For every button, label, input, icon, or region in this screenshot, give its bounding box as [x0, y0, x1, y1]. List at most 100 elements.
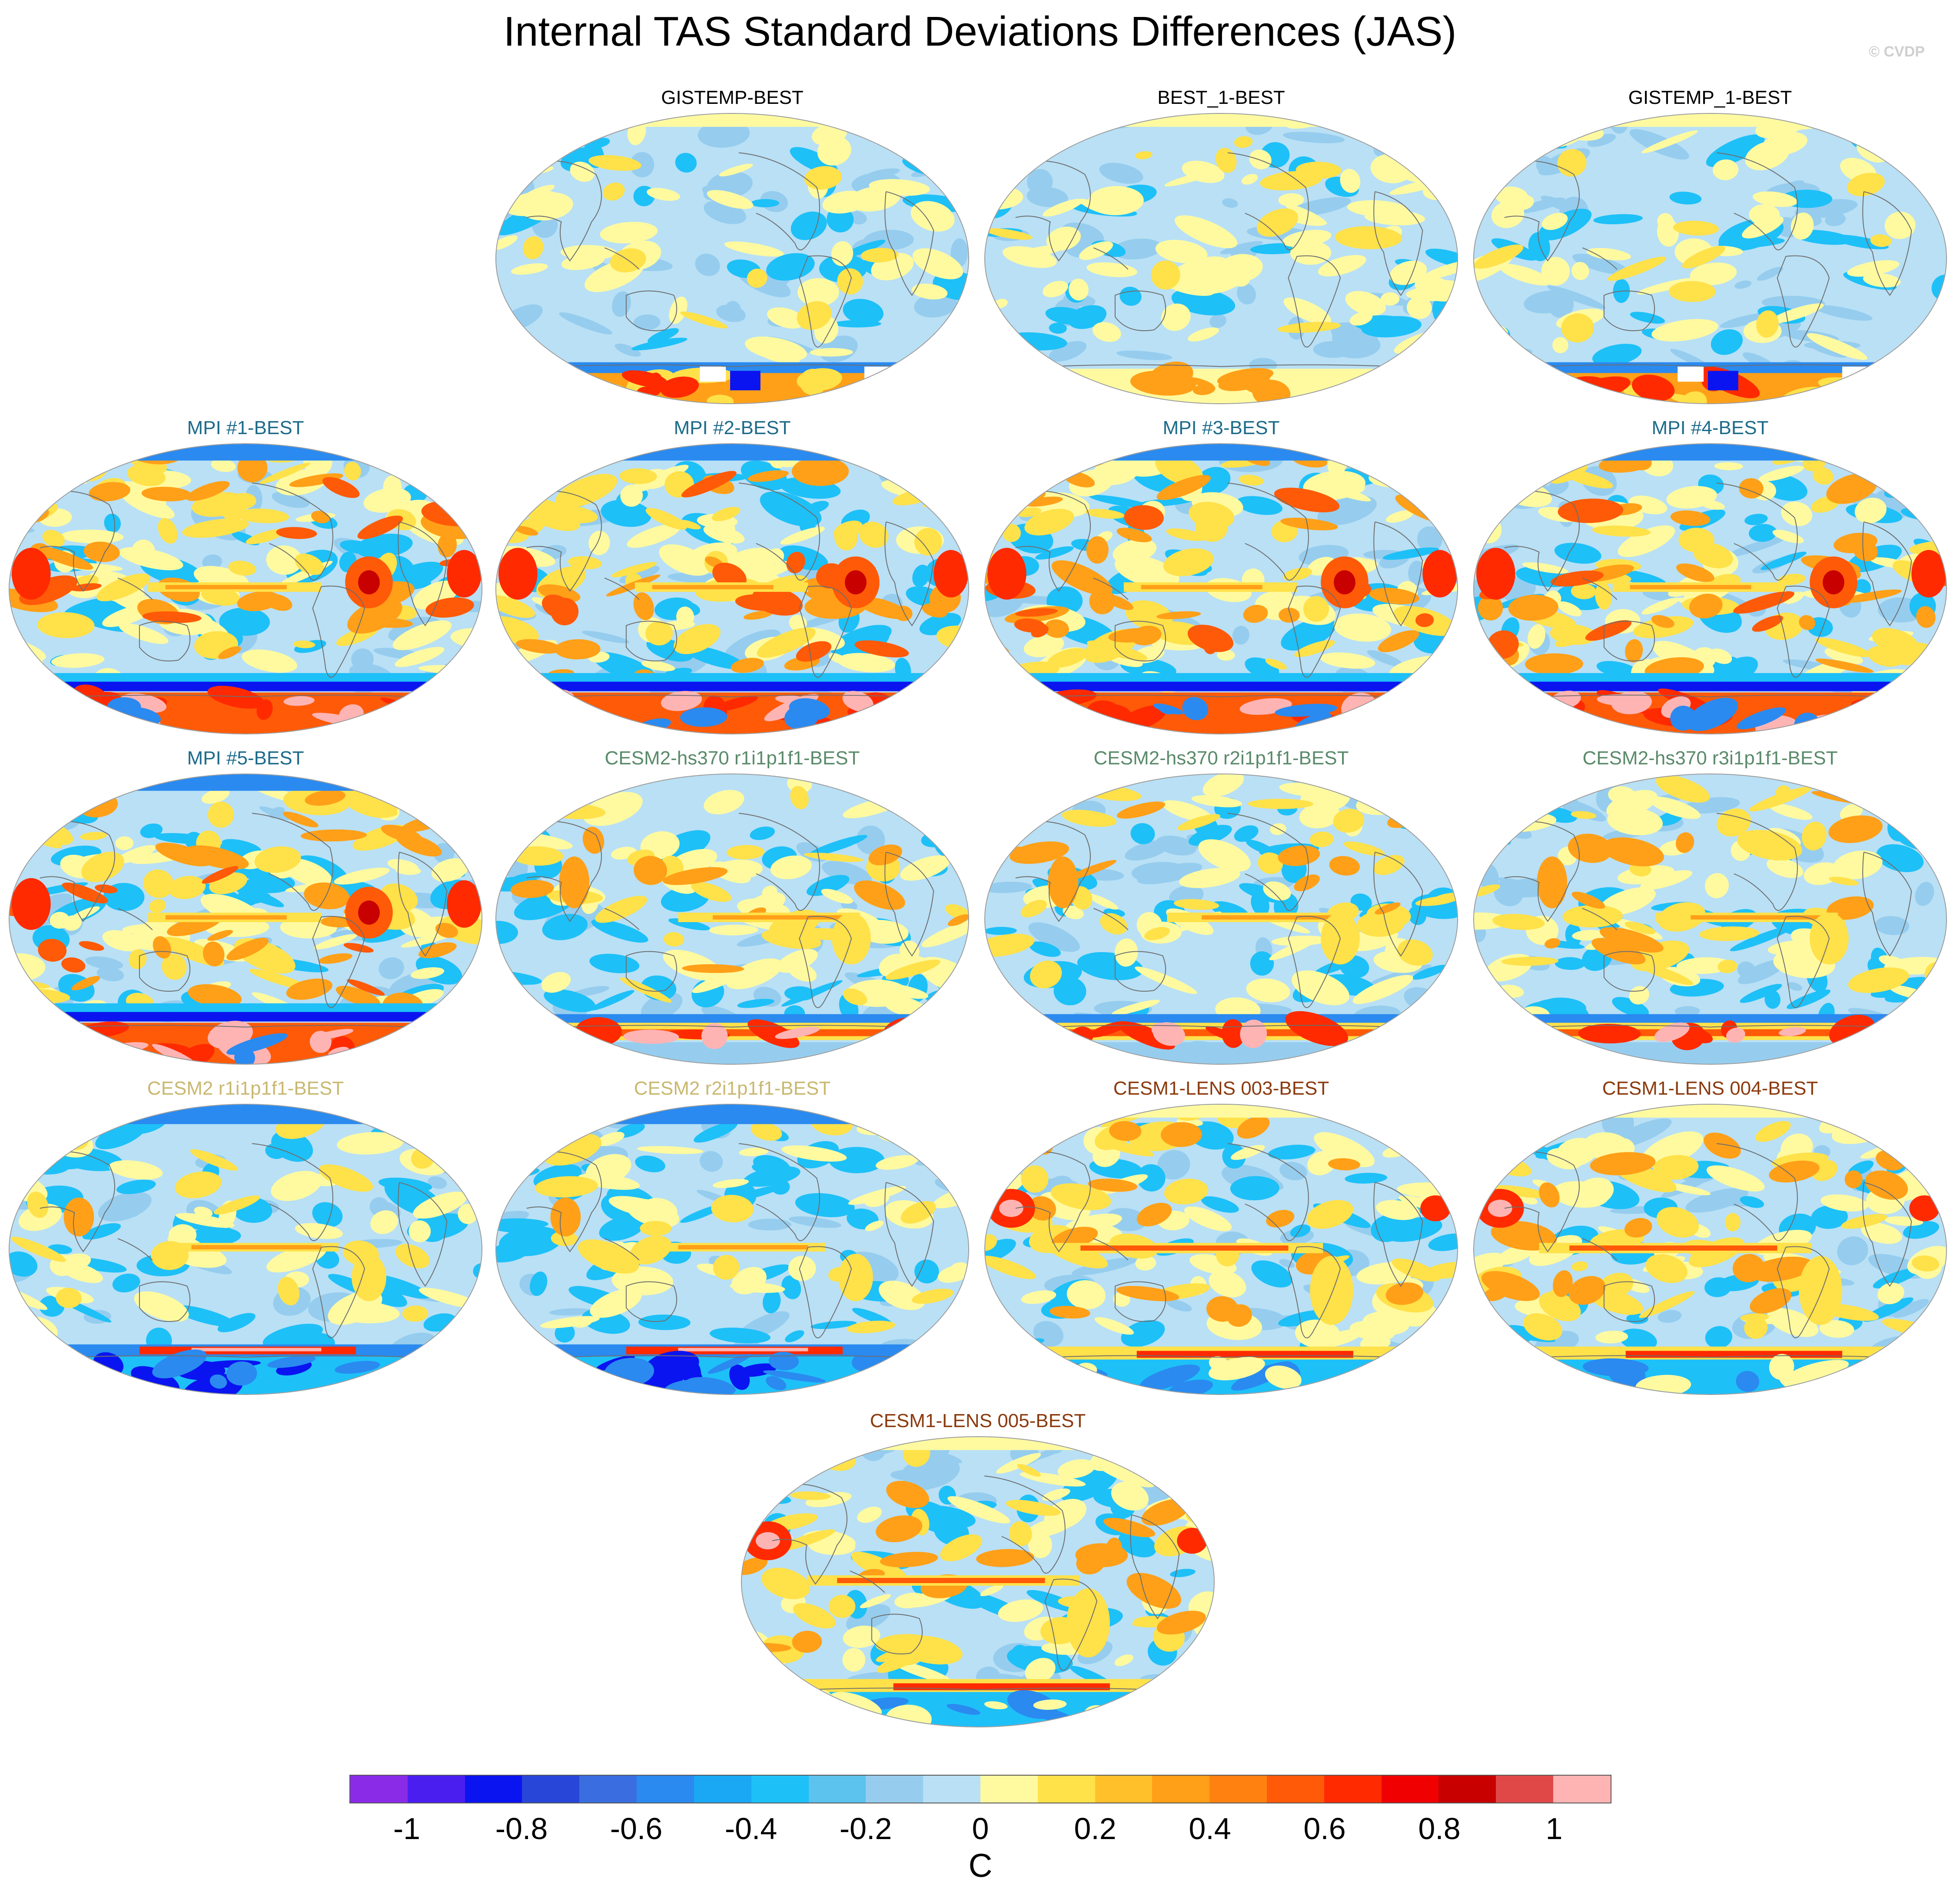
colorbar-box [350, 1776, 408, 1803]
robinson-map [9, 774, 482, 1065]
robinson-map [741, 1436, 1215, 1727]
map-panel: MPI #1-BEST [4, 417, 487, 739]
robinson-map [495, 1104, 969, 1395]
map-panel-title: MPI #2-BEST [674, 417, 791, 438]
map-panel-title: BEST_1-BEST [1157, 87, 1285, 108]
map-panel: CESM2 r1i1p1f1-BEST [4, 1078, 487, 1399]
map-field-svg [496, 774, 968, 1064]
colorbar-box [1324, 1776, 1382, 1803]
map-field-svg [1474, 114, 1946, 403]
map-panel: MPI #4-BEST [1469, 417, 1951, 739]
colorbar-box [579, 1776, 637, 1803]
map-panel: CESM1-LENS 005-BEST [737, 1410, 1219, 1732]
map-panel-title: MPI #1-BEST [187, 417, 304, 438]
map-panel: MPI #2-BEST [491, 417, 973, 739]
map-panel-title: MPI #5-BEST [187, 747, 304, 769]
colorbar-box [465, 1776, 522, 1803]
colorbar-box [1553, 1776, 1611, 1803]
colorbar-unit-label: C [968, 1847, 993, 1884]
map-field-svg [742, 1437, 1214, 1727]
map-field-svg [985, 444, 1457, 734]
colorbar-box [923, 1776, 980, 1803]
map-field-svg [985, 114, 1457, 403]
robinson-map [984, 443, 1458, 734]
robinson-map [9, 1104, 482, 1395]
map-panel-title: CESM1-LENS 004-BEST [1602, 1078, 1818, 1099]
copyright-label: © CVDP [1869, 43, 1925, 60]
robinson-map [1473, 443, 1947, 734]
colorbar-tick-label: -0.2 [839, 1812, 892, 1846]
colorbar-box [637, 1776, 694, 1803]
map-field-svg [985, 1105, 1457, 1394]
colorbar-tick-label: -0.8 [495, 1812, 548, 1846]
map-field-svg [985, 774, 1457, 1064]
colorbar-box [1267, 1776, 1324, 1803]
colorbar-box [1152, 1776, 1210, 1803]
map-field-svg [10, 774, 482, 1064]
map-panel-title: MPI #3-BEST [1163, 417, 1280, 438]
map-field-svg [10, 1105, 482, 1394]
robinson-map [1473, 1104, 1947, 1395]
map-field-svg [1474, 444, 1946, 734]
map-panel-title: CESM2 r2i1p1f1-BEST [634, 1078, 831, 1099]
map-field-svg [496, 444, 968, 734]
map-panel: GISTEMP-BEST [491, 87, 973, 408]
map-panel: CESM1-LENS 003-BEST [980, 1078, 1462, 1399]
colorbar-tick-label: -0.6 [610, 1812, 663, 1846]
colorbar-box [1209, 1776, 1267, 1803]
map-panel-title: GISTEMP-BEST [661, 87, 804, 108]
robinson-map [1473, 774, 1947, 1065]
map-panel: GISTEMP_1-BEST [1469, 87, 1951, 408]
figure-title: Internal TAS Standard Deviations Differe… [503, 8, 1457, 55]
colorbar-box [1381, 1776, 1439, 1803]
map-field-svg [10, 444, 482, 734]
robinson-map [1473, 113, 1947, 404]
map-panel: MPI #5-BEST [4, 747, 487, 1069]
colorbar-box [1438, 1776, 1496, 1803]
colorbar-box [866, 1776, 924, 1803]
colorbar-tick-label: 1 [1545, 1812, 1563, 1846]
colorbar-box [407, 1776, 465, 1803]
map-panel-title: CESM2-hs370 r1i1p1f1-BEST [605, 747, 860, 769]
map-panel: CESM2-hs370 r2i1p1f1-BEST [980, 747, 1462, 1069]
map-field-svg [1474, 1105, 1946, 1394]
map-panel-title: MPI #4-BEST [1651, 417, 1769, 438]
map-field-svg [496, 1105, 968, 1394]
map-field-svg [1474, 774, 1946, 1064]
map-panel-title: CESM2 r1i1p1f1-BEST [147, 1078, 344, 1099]
robinson-map [984, 774, 1458, 1065]
colorbar-tick-label: 0.4 [1189, 1812, 1231, 1846]
colorbar [349, 1775, 1611, 1803]
robinson-map [495, 443, 969, 734]
map-panel-title: CESM2-hs370 r2i1p1f1-BEST [1093, 747, 1349, 769]
colorbar-box [980, 1776, 1038, 1803]
colorbar-box [751, 1776, 809, 1803]
robinson-map [984, 113, 1458, 404]
colorbar-box [1037, 1776, 1095, 1803]
map-panel: MPI #3-BEST [980, 417, 1462, 739]
map-panel-title: CESM2-hs370 r3i1p1f1-BEST [1582, 747, 1838, 769]
colorbar-box [694, 1776, 751, 1803]
map-field-svg [496, 114, 968, 403]
colorbar-box [1095, 1776, 1153, 1803]
colorbar-box [808, 1776, 866, 1803]
map-panel-title: CESM1-LENS 003-BEST [1113, 1078, 1329, 1099]
colorbar-box [1496, 1776, 1554, 1803]
colorbar-tick-label: 0.2 [1074, 1812, 1116, 1846]
map-panel: CESM2 r2i1p1f1-BEST [491, 1078, 973, 1399]
robinson-map [984, 1104, 1458, 1395]
map-panel: CESM2-hs370 r3i1p1f1-BEST [1469, 747, 1951, 1069]
colorbar-tick-label: -0.4 [724, 1812, 777, 1846]
robinson-map [495, 113, 969, 404]
colorbar-tick-label: 0 [972, 1812, 989, 1846]
robinson-map [495, 774, 969, 1065]
robinson-map [9, 443, 482, 734]
colorbar-box [522, 1776, 580, 1803]
colorbar-tick-label: 0.8 [1418, 1812, 1461, 1846]
map-panel-title: GISTEMP_1-BEST [1628, 87, 1792, 108]
colorbar-tick-label: 0.6 [1303, 1812, 1346, 1846]
map-panel: CESM1-LENS 004-BEST [1469, 1078, 1951, 1399]
colorbar-tick-label: -1 [393, 1812, 421, 1846]
map-panel-title: CESM1-LENS 005-BEST [870, 1410, 1086, 1431]
map-panel: BEST_1-BEST [980, 87, 1462, 408]
